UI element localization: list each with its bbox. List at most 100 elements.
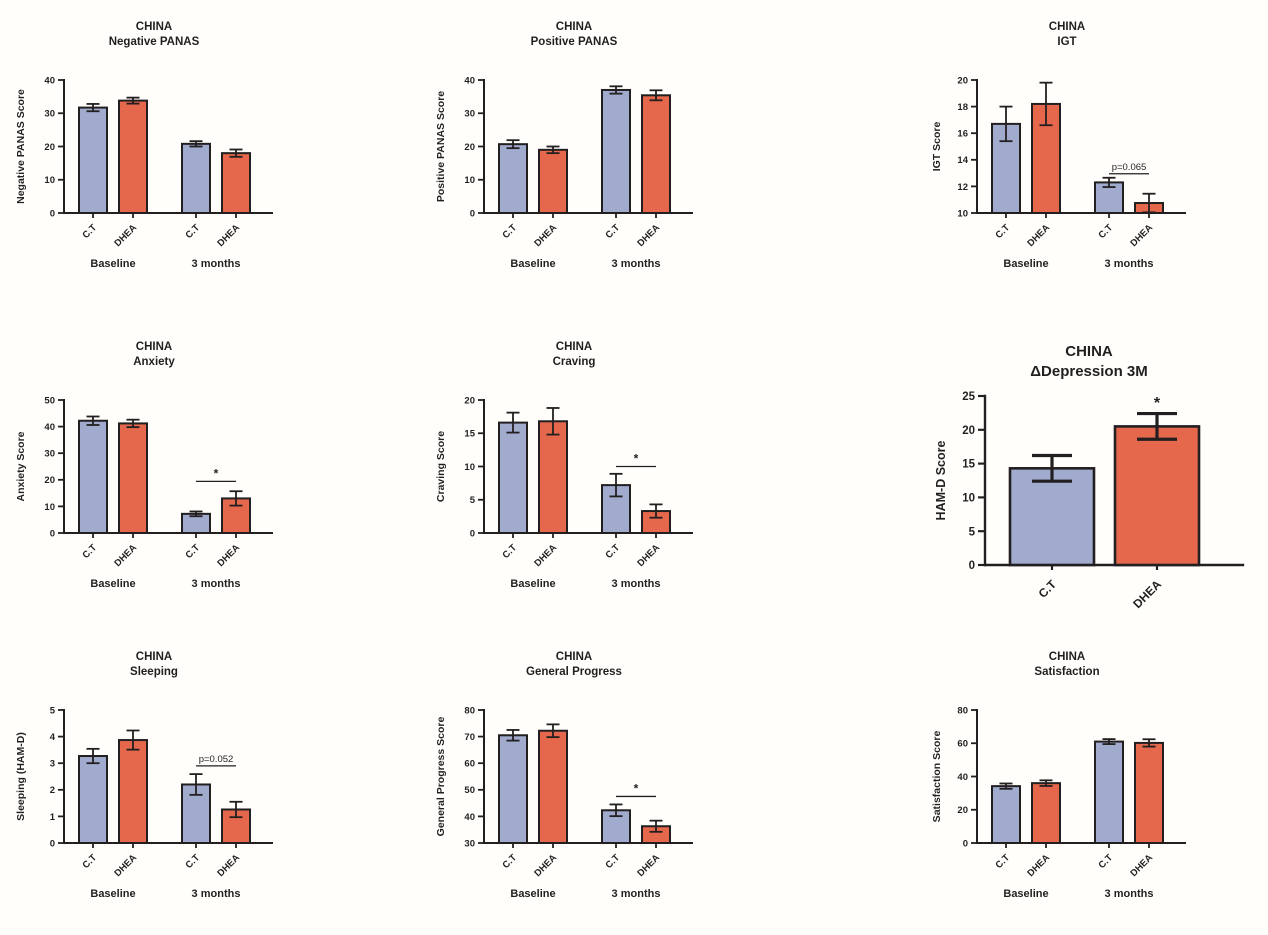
bar-label: C.T <box>1036 577 1060 601</box>
group-label: Baseline <box>90 258 135 270</box>
bar-dhea-1 <box>538 148 568 214</box>
chart-canvas-anxiety: Anxiety Score 0 10 20 30 40 50 C.T DHEA C.T DHEA Ba… <box>15 395 273 590</box>
bar-dhea-3 <box>221 152 251 214</box>
bar-label: C.T <box>1097 222 1116 241</box>
significance-p-value: p=0.052 <box>199 754 234 765</box>
chart-craving: CHINA Craving Craving Score 0 5 10 15 20 C.T DH… <box>424 328 844 640</box>
bar-ct-0 <box>498 421 528 534</box>
error-bar <box>1039 779 1053 787</box>
bar-label: DHEA <box>1128 852 1155 879</box>
chart-canvas-general-progress: General Progress Score 30 40 50 60 70 80 C.T DHE… <box>435 705 693 900</box>
bar-label: DHEA <box>215 542 242 569</box>
chart-canvas-delta-depression-3m: HAM-D Score 0 5 10 15 20 25 C.T DHEA * <box>934 391 1245 611</box>
y-tick-label: 0 <box>963 838 968 849</box>
bar-label: C.T <box>604 222 623 241</box>
error-bar <box>609 85 623 95</box>
bar-ct-0 <box>498 143 528 214</box>
y-axis-label: Anxiety Score <box>15 431 27 501</box>
group-label: Baseline <box>1003 888 1048 900</box>
bar-label: DHEA <box>532 222 559 249</box>
bar-label: C.T <box>501 542 520 561</box>
y-tick-label: 20 <box>957 805 968 816</box>
y-axis-label: Sleeping (HAM-D) <box>15 732 27 821</box>
bar-label: DHEA <box>112 542 139 569</box>
group-label: Baseline <box>90 578 135 590</box>
y-tick-label: 60 <box>464 759 475 770</box>
bar-label: DHEA <box>635 852 662 879</box>
error-bar <box>649 819 663 833</box>
error-bar <box>506 411 520 434</box>
error-bar <box>86 415 100 426</box>
y-tick-label: 0 <box>50 528 55 539</box>
bar-label: C.T <box>604 542 623 561</box>
error-bar <box>126 418 140 429</box>
bar-label: DHEA <box>112 222 139 249</box>
error-bar <box>86 103 100 113</box>
bar-label: DHEA <box>1130 577 1164 611</box>
bar-ct-0 <box>1008 467 1096 567</box>
bar-dhea-1 <box>118 99 148 214</box>
group-label: Baseline <box>90 888 135 900</box>
y-tick-label: 50 <box>44 395 55 406</box>
bar-label: DHEA <box>1025 852 1052 879</box>
bar-dhea-1 <box>118 422 148 534</box>
y-tick-label: 10 <box>44 502 55 513</box>
chart-delta-depression-3m: CHINA ΔDepression 3M HAM-D Score 0 5 10 15 20… <box>884 330 1268 645</box>
significance-p-value: p=0.065 <box>1112 162 1147 173</box>
y-tick-label: 15 <box>962 459 975 471</box>
error-bar <box>1032 453 1072 483</box>
y-tick-label: 5 <box>969 526 976 538</box>
y-tick-label: 20 <box>957 75 968 86</box>
group-label: Baseline <box>510 578 555 590</box>
error-bar <box>1142 738 1156 748</box>
y-tick-label: 60 <box>957 739 968 750</box>
error-bar <box>546 407 560 436</box>
bar-label: C.T <box>1097 852 1116 871</box>
error-bar <box>189 773 203 796</box>
error-bar <box>126 729 140 751</box>
bar-label: C.T <box>81 222 100 241</box>
y-tick-label: 5 <box>470 495 476 506</box>
chart-canvas-satisfaction: Satisfaction Score 0 20 40 60 80 C.T DHEA C.T DHE… <box>931 705 1186 900</box>
bar-ct-0 <box>78 106 108 214</box>
bar-label: C.T <box>81 542 100 561</box>
bar-dhea-3 <box>1134 741 1164 844</box>
y-tick-label: 0 <box>50 208 55 219</box>
chart-canvas-positive-panas: Positive PANAS Score 0 10 20 30 40 C.T DHEA C.T D… <box>435 75 693 270</box>
bar-ct-2 <box>181 142 211 214</box>
group-label: Baseline <box>1003 258 1048 270</box>
error-bar <box>609 803 623 818</box>
bar-label: C.T <box>501 852 520 871</box>
y-axis-label: HAM-D Score <box>934 441 948 521</box>
y-tick-label: 18 <box>957 102 968 113</box>
y-tick-label: 30 <box>44 109 55 120</box>
bar-label: DHEA <box>215 222 242 249</box>
y-tick-label: 20 <box>44 142 55 153</box>
error-bar <box>546 145 560 155</box>
y-tick-label: 3 <box>50 759 55 770</box>
y-tick-label: 14 <box>957 155 968 166</box>
error-bar <box>229 490 243 507</box>
group-label: 3 months <box>1105 888 1154 900</box>
chart-canvas-craving: Craving Score 0 5 10 15 20 C.T DHEA C.T DHEA Basel… <box>435 395 693 590</box>
y-axis-label: Negative PANAS Score <box>15 89 27 204</box>
bar-label: DHEA <box>1025 222 1052 249</box>
bar-dhea-1 <box>1031 782 1061 844</box>
y-tick-label: 20 <box>962 425 975 437</box>
y-tick-label: 30 <box>464 838 475 849</box>
y-tick-label: 4 <box>50 732 56 743</box>
y-tick-label: 2 <box>50 785 55 796</box>
y-axis-label: Craving Score <box>435 431 447 502</box>
error-bar <box>999 782 1013 790</box>
chart-negative-panas: CHINA Negative PANAS Negative PANAS Scor… <box>4 8 424 320</box>
bar-ct-0 <box>78 755 108 844</box>
y-tick-label: 0 <box>470 528 475 539</box>
bar-label: DHEA <box>112 852 139 879</box>
group-label: 3 months <box>612 578 661 590</box>
y-tick-label: 30 <box>44 449 55 460</box>
y-axis-label: General Progress Score <box>435 717 447 837</box>
y-tick-label: 80 <box>957 705 968 716</box>
error-bar <box>1039 81 1053 127</box>
y-tick-label: 0 <box>50 838 55 849</box>
bar-label: C.T <box>501 222 520 241</box>
